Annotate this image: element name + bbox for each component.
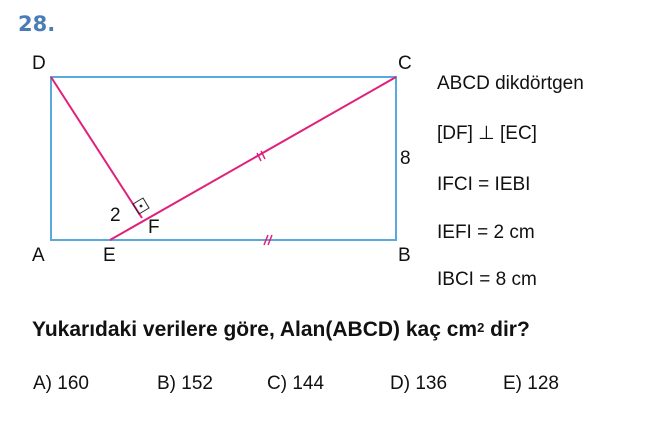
ef-length-label: 2 [110,205,121,226]
choice-e-letter: E) [503,373,522,394]
tick-marks-eb [263,234,273,246]
choice-b-letter: B) [157,373,176,394]
bc-length-label: 8 [400,148,411,169]
choice-e[interactable]: E) 128 [503,373,559,395]
choice-c-letter: C) [267,373,288,394]
vertex-c-label: C [398,53,412,74]
rectangle-abcd [50,76,397,241]
choice-b[interactable]: B) 152 [157,373,213,395]
given-fc-eq-eb: IFCI = IEBI [437,174,531,195]
choice-a[interactable]: A) 160 [33,373,89,395]
given-perpendicular: [DF] ⊥ [EC] [437,123,537,144]
given-bc-length: IBCI = 8 cm [437,269,537,290]
choice-b-value: 152 [181,373,213,394]
question-number: 28. [18,12,56,36]
choice-d-letter: D) [390,373,411,394]
vertex-d-label: D [32,53,46,74]
choice-d-value: 136 [415,373,448,394]
segment-ec [109,76,397,241]
vertex-e-label: E [103,245,116,266]
tick-marks-fc [256,150,266,162]
given-rectangle: ABCD dikdörtgen [437,73,584,94]
segment-df [50,76,143,219]
vertex-f-label: F [148,217,160,238]
choice-e-value: 128 [527,373,559,394]
right-angle-dot [139,204,143,208]
question-text-end: dir? [484,318,530,341]
choice-a-value: 160 [57,373,89,394]
vertex-a-label: A [32,245,45,266]
choice-d[interactable]: D) 136 [390,373,447,395]
choice-c-value: 144 [292,373,325,394]
given-ef-length: IEFI = 2 cm [437,222,535,243]
right-angle-mark [132,197,150,215]
question-text-main: Yukarıdaki verilere göre, Alan(ABCD) kaç… [32,318,478,341]
question-text: Yukarıdaki verilere göre, Alan(ABCD) kaç… [32,318,530,342]
question-superscript: 2 [477,320,485,335]
choice-c[interactable]: C) 144 [267,373,324,395]
choice-a-letter: A) [33,373,52,394]
vertex-b-label: B [398,245,411,266]
